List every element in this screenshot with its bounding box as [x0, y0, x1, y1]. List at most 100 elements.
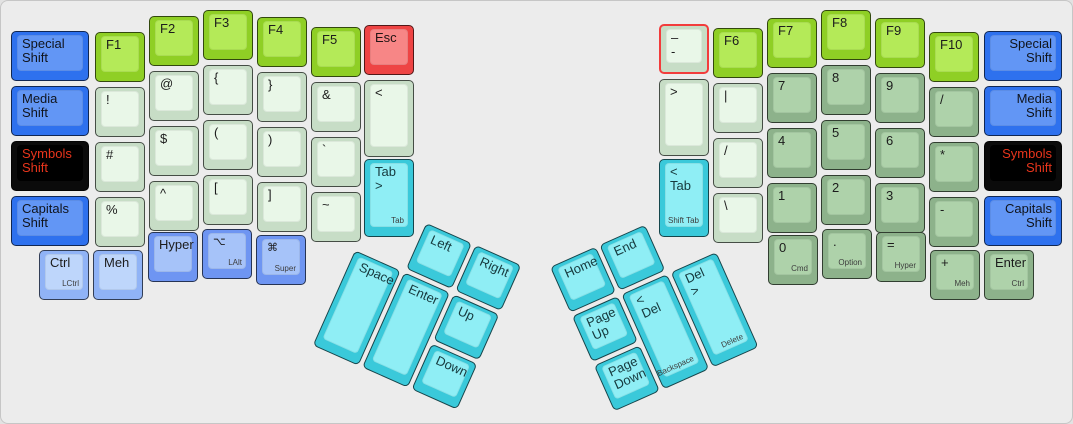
key-slash-inner[interactable]: / — [713, 138, 763, 188]
keytop-media-shift-right: Media Shift — [990, 90, 1056, 126]
key-label-num-8: 8 — [832, 70, 840, 85]
key-backslash[interactable]: \ — [713, 193, 763, 243]
key-label-hash: # — [106, 147, 114, 162]
key-num-7[interactable]: 7 — [767, 73, 817, 123]
key-special-shift-left[interactable]: Special Shift — [11, 31, 89, 81]
key-f4[interactable]: F4 — [257, 17, 307, 67]
key-num-1[interactable]: 1 — [767, 183, 817, 233]
key-label-plus: + — [941, 255, 949, 270]
key-at-sign[interactable]: @ — [149, 71, 199, 121]
key-f7[interactable]: F7 — [767, 18, 817, 68]
key-f10[interactable]: F10 — [929, 32, 979, 82]
key-bracket-open[interactable]: [ — [203, 175, 253, 225]
key-num-4[interactable]: 4 — [767, 128, 817, 178]
keytop-caret: ^ — [155, 185, 193, 221]
key-dash-key[interactable]: – - — [659, 24, 709, 74]
key-num-6[interactable]: 6 — [875, 128, 925, 178]
key-label-arrow-right: Right — [477, 253, 512, 281]
keytop-ampersand: & — [317, 86, 355, 122]
key-num-5[interactable]: 5 — [821, 120, 871, 170]
key-dollar[interactable]: $ — [149, 126, 199, 176]
key-percent[interactable]: % — [95, 197, 145, 247]
key-exclamation[interactable]: ! — [95, 87, 145, 137]
key-f1[interactable]: F1 — [95, 32, 145, 82]
key-sublabel-enter-right: Ctrl — [1011, 279, 1024, 288]
key-label-exclamation: ! — [106, 92, 110, 107]
key-tab-forward[interactable]: Tab > Tab — [364, 159, 414, 237]
key-equals[interactable]: = Hyper — [876, 232, 926, 282]
key-meh-left[interactable]: Meh — [93, 250, 143, 300]
key-minus[interactable]: - — [929, 197, 979, 247]
key-label-meh-left: Meh — [104, 255, 130, 270]
key-label-num-1: 1 — [778, 188, 786, 203]
key-label-paren-close: ) — [268, 132, 273, 147]
key-f9[interactable]: F9 — [875, 18, 925, 68]
key-media-shift-right[interactable]: Media Shift — [984, 86, 1062, 136]
key-sublabel-ctrl-left: LCtrl — [62, 279, 79, 288]
key-label-slash-inner: / — [724, 143, 728, 158]
key-hash[interactable]: # — [95, 142, 145, 192]
key-f5[interactable]: F5 — [311, 27, 361, 77]
key-label-f7: F7 — [778, 23, 794, 38]
key-backtick[interactable]: ` — [311, 137, 361, 187]
key-label-paren-open: ( — [214, 125, 219, 140]
key-bracket-close[interactable]: ] — [257, 182, 307, 232]
key-num-3[interactable]: 3 — [875, 183, 925, 233]
key-ampersand[interactable]: & — [311, 82, 361, 132]
key-enter-right[interactable]: Enter Ctrl — [984, 250, 1034, 300]
keytop-brace-close: } — [263, 76, 301, 112]
keytop-asterisk: * — [935, 146, 973, 182]
keytop-page-down: Page Down — [601, 351, 651, 400]
key-label-dash-key: – - — [671, 30, 679, 59]
key-pipe[interactable]: | — [713, 83, 763, 133]
key-ctrl-left[interactable]: Ctrl LCtrl — [39, 250, 89, 300]
key-num-9[interactable]: 9 — [875, 73, 925, 123]
key-media-shift-left[interactable]: Media Shift — [11, 86, 89, 136]
key-capitals-shift-left[interactable]: Capitals Shift — [11, 196, 89, 246]
key-less-than[interactable]: < — [364, 80, 414, 157]
key-label-special-shift-left: Special Shift — [22, 36, 65, 65]
key-asterisk[interactable]: * — [929, 142, 979, 192]
key-num-2[interactable]: 2 — [821, 175, 871, 225]
key-lalt[interactable]: ⌥ LAlt — [202, 229, 252, 279]
key-label-backspace: < Del — [633, 291, 664, 321]
key-super[interactable]: ⌘ Super — [256, 235, 306, 285]
key-greater-than[interactable]: > — [659, 79, 709, 156]
key-tilde[interactable]: ~ — [311, 192, 361, 242]
key-hyper-left[interactable]: Hyper — [148, 232, 198, 282]
key-f8[interactable]: F8 — [821, 10, 871, 60]
key-num-0[interactable]: 0 Cmd — [768, 235, 818, 285]
keytop-paren-close: ) — [263, 131, 301, 167]
key-f3[interactable]: F3 — [203, 10, 253, 60]
key-special-shift-right[interactable]: Special Shift — [984, 31, 1062, 81]
key-label-minus: - — [940, 202, 945, 217]
key-plus[interactable]: + Meh — [930, 250, 980, 300]
key-brace-open[interactable]: { — [203, 65, 253, 115]
key-slash-outer[interactable]: / — [929, 87, 979, 137]
key-label-f6: F6 — [724, 33, 740, 48]
key-label-f8: F8 — [832, 15, 848, 30]
key-esc[interactable]: Esc — [364, 25, 414, 75]
key-paren-open[interactable]: ( — [203, 120, 253, 170]
key-capitals-shift-right[interactable]: Capitals Shift — [984, 196, 1062, 246]
keytop-f5: F5 — [317, 31, 355, 67]
key-label-symbols-shift-left: Symbols Shift — [22, 146, 72, 175]
key-paren-close[interactable]: ) — [257, 127, 307, 177]
key-label-greater-than: > — [670, 84, 678, 99]
key-tab-backward[interactable]: < Tab Shift Tab — [659, 159, 709, 237]
key-f6[interactable]: F6 — [713, 28, 763, 78]
key-period[interactable]: . Option — [822, 229, 872, 279]
keytop-num-2: 2 — [827, 179, 865, 215]
key-f2[interactable]: F2 — [149, 16, 199, 66]
key-symbols-shift-left[interactable]: Symbols Shift — [11, 141, 89, 191]
key-brace-close[interactable]: } — [257, 72, 307, 122]
key-label-num-3: 3 — [886, 188, 894, 203]
keytop-minus: - — [935, 201, 973, 237]
key-label-f2: F2 — [160, 21, 176, 36]
key-caret[interactable]: ^ — [149, 181, 199, 231]
key-num-8[interactable]: 8 — [821, 65, 871, 115]
key-symbols-shift-right[interactable]: Symbols Shift — [984, 141, 1062, 191]
keytop-dash-key: – - — [666, 29, 702, 63]
key-label-period: . — [833, 234, 837, 249]
